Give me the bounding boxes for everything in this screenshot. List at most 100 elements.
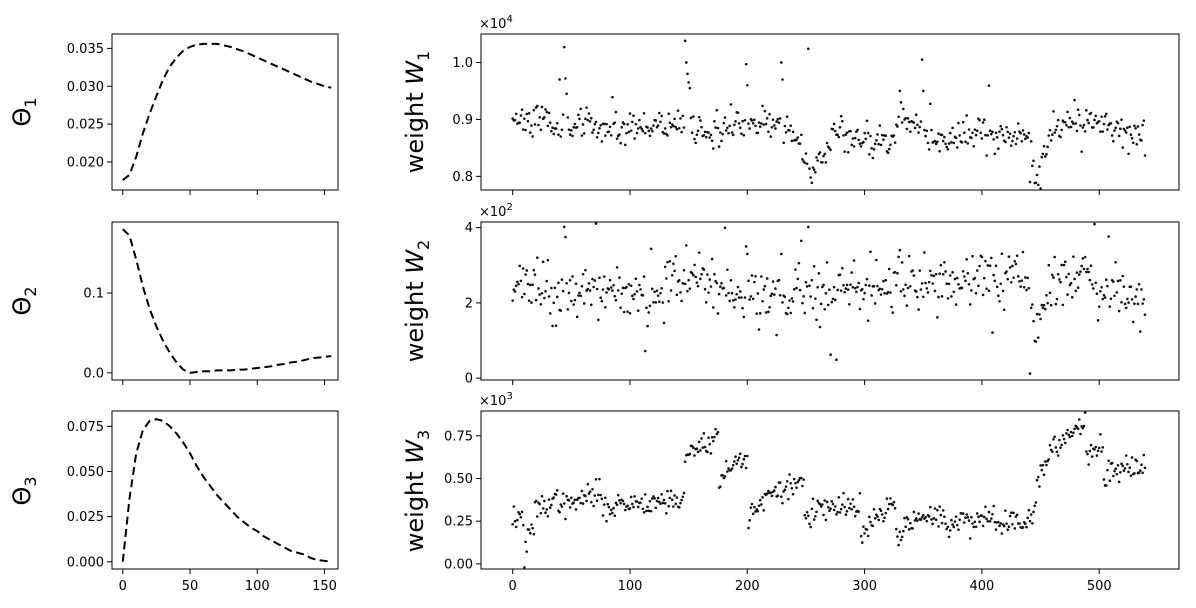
data-point [952, 290, 956, 294]
data-point [1036, 183, 1040, 187]
data-point [554, 493, 558, 496]
data-point [623, 508, 627, 512]
data-point [541, 260, 545, 264]
data-point [991, 130, 994, 134]
data-point [1043, 155, 1047, 158]
data-point [875, 513, 878, 517]
data-point [1096, 319, 1100, 322]
data-point [578, 117, 581, 121]
data-point [595, 135, 599, 139]
data-point [591, 487, 594, 491]
data-point [780, 61, 783, 64]
data-point [823, 152, 827, 156]
data-point [565, 92, 568, 96]
data-point [695, 281, 699, 284]
data-point [841, 119, 844, 123]
data-point [692, 446, 695, 450]
data-point [702, 432, 706, 435]
data-point [987, 84, 991, 87]
data-point [525, 550, 529, 553]
data-point [673, 494, 676, 497]
data-point [804, 516, 808, 520]
data-point [582, 302, 586, 305]
x-tick-label: 50 [182, 579, 199, 594]
data-point [986, 264, 990, 267]
data-point [519, 114, 523, 117]
data-point [589, 303, 593, 307]
data-point [913, 126, 917, 130]
data-point [944, 270, 947, 273]
data-point [533, 273, 537, 276]
data-point [570, 129, 573, 132]
data-point [682, 268, 686, 272]
data-point [825, 500, 829, 504]
data-point [734, 455, 737, 458]
data-point [1056, 454, 1060, 457]
data-point [539, 302, 543, 306]
data-point [1121, 274, 1124, 278]
data-point [780, 252, 783, 256]
data-point [994, 131, 998, 135]
data-point [897, 115, 900, 119]
x-tick-label: 0 [119, 579, 127, 594]
data-point [615, 503, 619, 507]
data-point [1121, 464, 1124, 468]
data-point [622, 310, 626, 314]
data-point [1051, 450, 1054, 453]
data-point [1020, 140, 1024, 143]
data-point [561, 492, 565, 495]
data-point [955, 276, 959, 280]
data-point [822, 513, 825, 517]
data-point [551, 126, 554, 130]
data-point [516, 280, 519, 284]
data-point [897, 543, 900, 547]
data-point [890, 305, 893, 309]
data-point [980, 514, 984, 518]
data-point [940, 295, 944, 298]
data-point [796, 277, 800, 281]
data-point [570, 299, 573, 303]
data-point [1119, 279, 1122, 282]
data-point [886, 291, 890, 294]
data-point [975, 269, 979, 272]
data-point [1012, 511, 1015, 515]
data-point [525, 269, 529, 272]
data-point [706, 450, 709, 454]
data-point [1061, 303, 1065, 307]
data-point [530, 124, 533, 127]
data-point [1101, 297, 1105, 301]
data-point [1052, 437, 1055, 441]
data-point [1135, 459, 1139, 463]
data-point [645, 306, 648, 310]
data-point [749, 295, 753, 298]
data-point [1102, 293, 1106, 297]
data-point [921, 89, 925, 93]
data-point [831, 502, 835, 506]
data-point [591, 131, 594, 134]
data-point [625, 131, 628, 135]
data-point [731, 299, 735, 302]
data-point [1018, 280, 1021, 283]
data-point [1062, 263, 1066, 267]
data-point [777, 278, 781, 282]
data-point [686, 72, 689, 76]
data-point [727, 131, 730, 135]
data-point [641, 129, 645, 133]
data-point [1122, 469, 1126, 472]
data-point [552, 496, 556, 499]
data-point [828, 288, 831, 292]
data-point [1096, 449, 1100, 453]
data-point [1080, 150, 1083, 153]
y-tick-label: 0.025 [67, 510, 104, 525]
data-point [824, 292, 828, 295]
data-point [656, 496, 660, 500]
y-tick-label: 0.1 [83, 287, 104, 302]
data-point [748, 127, 751, 130]
data-point [934, 142, 938, 146]
data-point [1090, 455, 1094, 458]
data-point [1115, 291, 1119, 294]
data-point [600, 497, 604, 501]
data-point [954, 515, 958, 518]
data-point [799, 476, 803, 480]
data-point [729, 278, 733, 282]
